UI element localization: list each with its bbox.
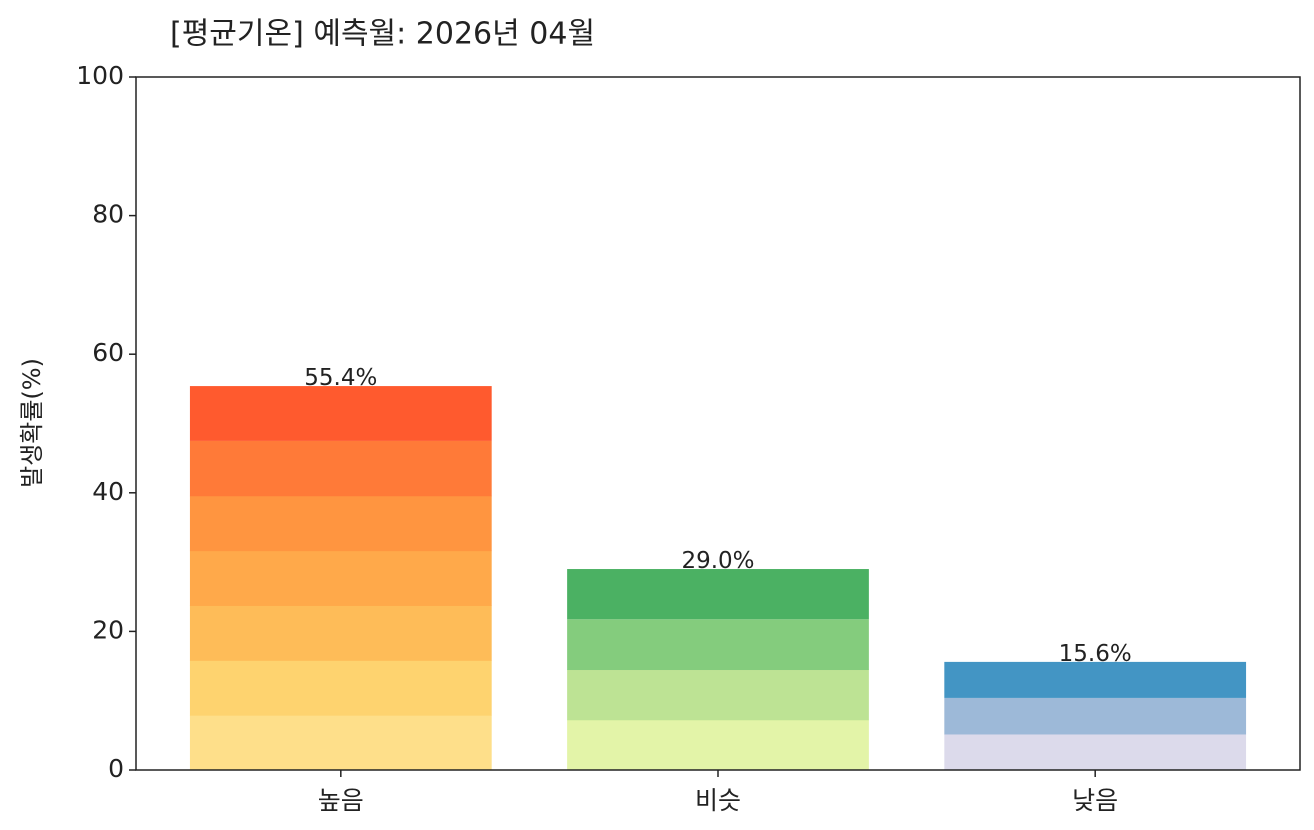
bar-segment [944, 697, 1247, 735]
bar-segment [189, 550, 492, 606]
bar-segment [189, 605, 492, 661]
bar-segment [567, 619, 869, 671]
bar-segment [944, 661, 1247, 698]
bar-segment [189, 386, 492, 441]
y-tick-label: 100 [76, 61, 124, 90]
y-tick-label: 0 [108, 754, 124, 783]
y-tick-label: 40 [92, 477, 124, 506]
plot-frame [135, 76, 1301, 771]
x-tick-label: 낮음 [1072, 786, 1118, 815]
bar-segment [189, 715, 492, 771]
bar-segment [944, 733, 1247, 771]
y-tick-label: 80 [92, 200, 124, 229]
x-tick-label: 비슷 [695, 786, 741, 815]
bar-segment [567, 719, 869, 771]
x-tick-label: 높음 [318, 786, 364, 815]
bar-segment [189, 660, 492, 716]
bar-segment [189, 440, 492, 497]
y-tick-label: 60 [92, 338, 124, 367]
chart-title: [평균기온] 예측월: 2026년 04월 [170, 17, 595, 52]
y-tick-label: 20 [92, 615, 124, 644]
value-label: 15.6% [1059, 641, 1132, 667]
bar-segment [567, 569, 869, 620]
y-axis-label: 발생확률(%) [18, 358, 46, 488]
value-label: 29.0% [681, 548, 754, 574]
bar-segment [189, 495, 492, 552]
bar-segment [567, 669, 869, 721]
value-label: 55.4% [304, 365, 377, 391]
